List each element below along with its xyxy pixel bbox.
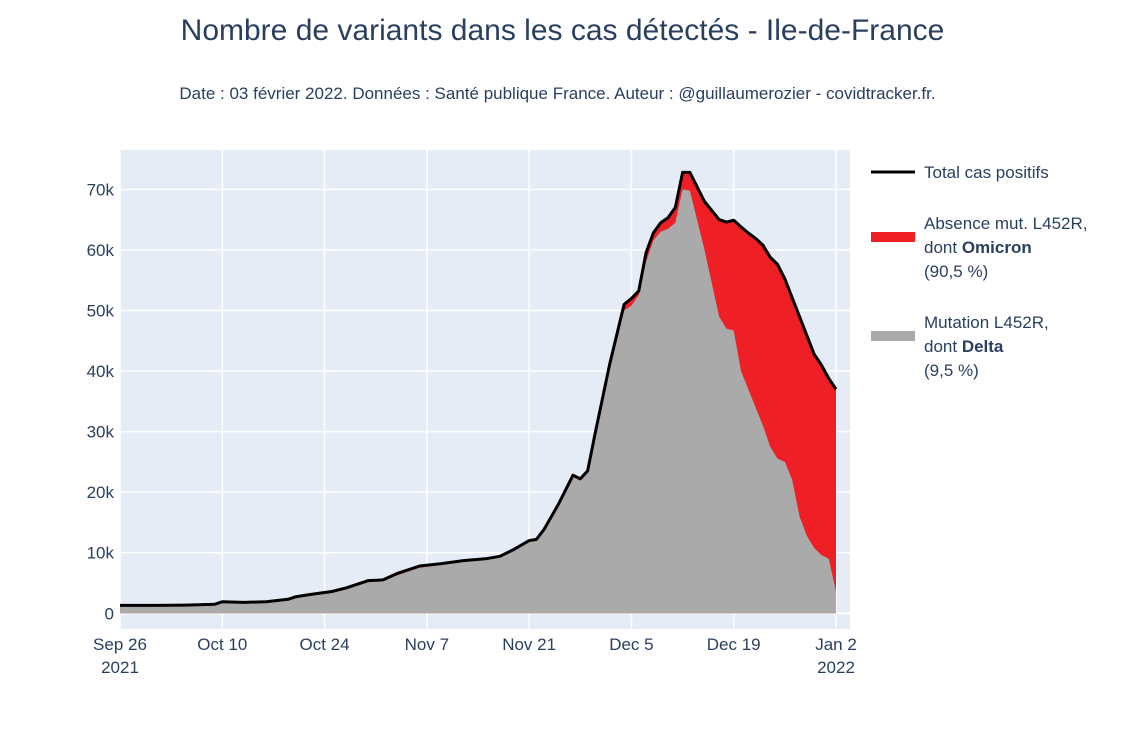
legend-label: Total cas positifs: [924, 163, 1049, 182]
legend-swatch-delta: [871, 331, 915, 341]
line-series-total: [120, 170, 838, 607]
x-tick-label: Oct 10: [197, 635, 247, 654]
x-tick-label: Nov 7: [405, 635, 449, 654]
x-axis-ticks: Sep 26 2021 Oct 10 Oct 24 Nov 7 Nov 21 Dec 5 De…: [93, 635, 857, 677]
x-tick-label: Jan 2: [815, 635, 857, 654]
legend-label-line3: (90,5 %): [924, 262, 988, 281]
y-tick-label: 30k: [87, 423, 115, 442]
x-tick-label: Oct 24: [300, 635, 350, 654]
x-tick-year-label: 2021: [101, 658, 139, 677]
x-tick-year-label: 2022: [817, 658, 855, 677]
legend-label-line2: dont Omicron: [924, 238, 1032, 257]
x-tick-label: Sep 26: [93, 635, 147, 654]
chart-title: Nombre de variants dans les cas détectés…: [180, 14, 945, 47]
x-tick-label: Dec 5: [609, 635, 653, 654]
area-series-delta: [120, 189, 836, 614]
legend-label-line2: dont Delta: [924, 337, 1004, 356]
chart-subtitle: Date : 03 février 2022. Données : Santé …: [179, 84, 936, 103]
y-tick-label: 60k: [87, 241, 115, 260]
legend-label: Absence mut. L452R,: [924, 214, 1087, 233]
y-tick-label: 40k: [87, 362, 115, 381]
legend-label: Mutation L452R,: [924, 313, 1049, 332]
y-tick-label: 20k: [87, 483, 115, 502]
x-tick-label: Dec 19: [707, 635, 761, 654]
y-tick-label: 70k: [87, 180, 115, 199]
y-axis-ticks: 0 10k 20k 30k 40k 50k 60k 70k: [87, 180, 115, 623]
y-tick-label: 50k: [87, 301, 115, 320]
legend: Total cas positifs Absence mut. L452R, don…: [871, 163, 1087, 380]
legend-swatch-omicron: [871, 232, 915, 242]
series-areas: [120, 172, 836, 614]
legend-label-line3: (9,5 %): [924, 361, 979, 380]
series-lines: [120, 170, 838, 607]
y-tick-label: 10k: [87, 544, 115, 563]
x-tick-label: Nov 21: [502, 635, 556, 654]
y-tick-label: 0: [105, 604, 114, 623]
